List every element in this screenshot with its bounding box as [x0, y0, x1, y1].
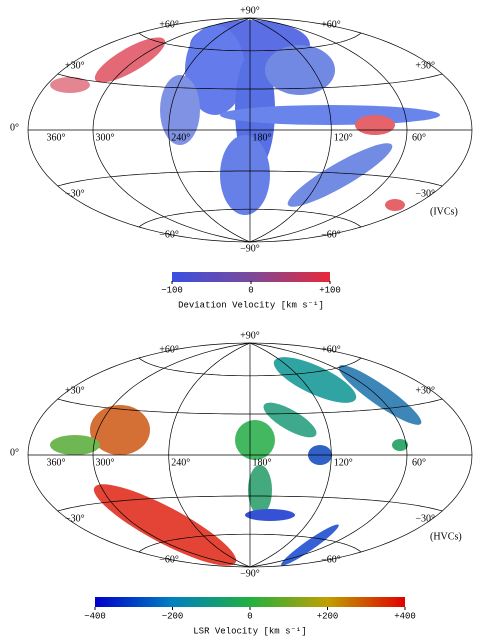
colorbar-tick-label: +200 — [317, 611, 339, 621]
colorbar-label: Deviation Velocity [km s⁻¹] — [178, 300, 324, 310]
latitude-label: +30° — [415, 385, 435, 396]
colorbar-tick-label: +400 — [394, 611, 416, 621]
latitude-label: −90° — [240, 243, 260, 254]
latitude-label: −30° — [415, 513, 435, 524]
parallel — [57, 73, 443, 90]
longitude-label: 300° — [96, 132, 115, 143]
colorbar-tick-label: −200 — [162, 611, 184, 621]
latitude-label: −60° — [321, 554, 341, 565]
colorbar — [172, 272, 330, 282]
hvc-clouds — [50, 357, 422, 566]
latitude-label: +30° — [65, 60, 85, 71]
latitude-label: −30° — [65, 188, 85, 199]
latitude-label: +60° — [159, 19, 179, 30]
colorbar-tick-label: +100 — [319, 285, 341, 295]
latitude-label: −60° — [321, 229, 341, 240]
latitude-label: +90° — [240, 5, 260, 16]
parallel — [138, 357, 362, 377]
latitude-label: +60° — [321, 344, 341, 355]
longitude-label: 300° — [96, 457, 115, 468]
latitude-label: +90° — [240, 330, 260, 341]
latitude-label: +60° — [159, 344, 179, 355]
longitude-label: 180° — [253, 132, 272, 143]
parallel — [138, 208, 362, 228]
latitude-label: −90° — [240, 568, 260, 579]
panel-tag: (HVCs) — [430, 531, 462, 542]
latitude-label: +30° — [65, 385, 85, 396]
longitude-label: 360° — [47, 132, 66, 143]
parallel — [138, 32, 362, 52]
ivc-clouds — [50, 20, 440, 215]
parallel — [57, 495, 443, 512]
parallel — [57, 398, 443, 415]
longitude-label: 120° — [334, 132, 353, 143]
panel-tag: (IVCs) — [430, 206, 458, 217]
longitude-label: 240° — [171, 132, 190, 143]
latitude-label: −30° — [415, 188, 435, 199]
latitude-label: −30° — [65, 513, 85, 524]
latitude-label: 0° — [10, 447, 19, 458]
colorbar-tick-label: 0 — [247, 611, 252, 621]
colorbar-label: LSR Velocity [km s⁻¹] — [193, 626, 306, 636]
longitude-label: 60° — [412, 457, 426, 468]
longitude-label: 60° — [412, 132, 426, 143]
parallel — [138, 533, 362, 553]
latitude-label: 0° — [10, 122, 19, 133]
colorbar-tick-label: 0 — [248, 285, 253, 295]
latitude-label: +30° — [415, 60, 435, 71]
longitude-label: 240° — [171, 457, 190, 468]
colorbar-tick-label: −400 — [84, 611, 106, 621]
colorbar — [95, 597, 405, 607]
latitude-label: +60° — [321, 19, 341, 30]
latitude-label: −60° — [159, 554, 179, 565]
parallel — [57, 170, 443, 187]
longitude-label: 360° — [47, 457, 66, 468]
colorbar-tick-label: −100 — [161, 285, 183, 295]
longitude-label: 180° — [253, 457, 272, 468]
latitude-label: −60° — [159, 229, 179, 240]
longitude-label: 120° — [334, 457, 353, 468]
